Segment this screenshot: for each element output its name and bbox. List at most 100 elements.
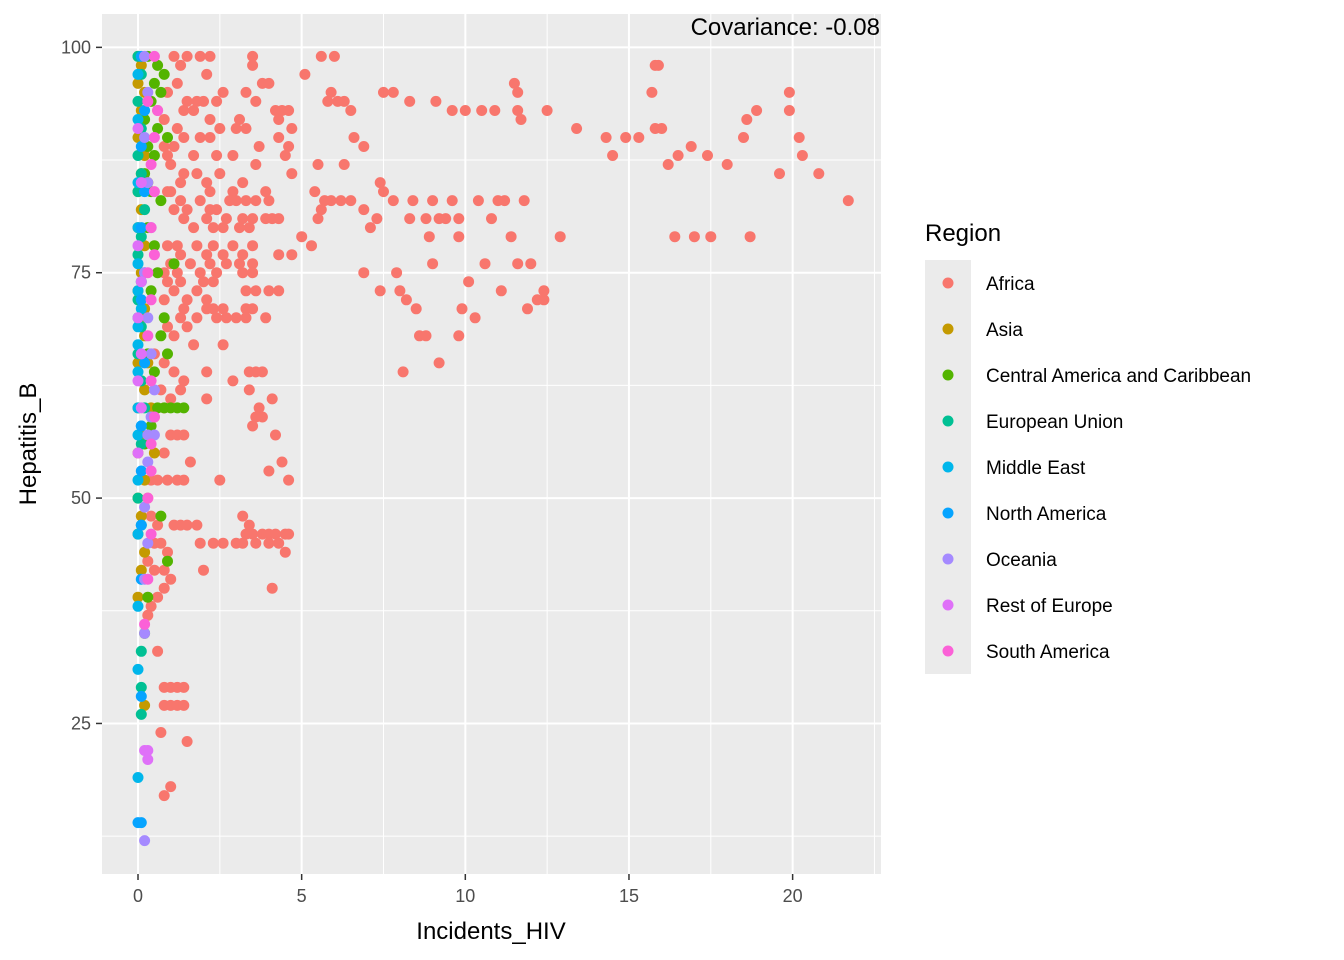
data-point	[168, 366, 180, 378]
data-point	[145, 159, 157, 170]
data-point	[132, 375, 144, 387]
data-point	[142, 330, 154, 342]
data-point	[132, 447, 144, 459]
data-point	[283, 141, 295, 152]
data-point	[132, 366, 144, 378]
data-point	[774, 168, 785, 180]
y-tick-label: 50	[71, 488, 91, 508]
data-point	[132, 258, 144, 270]
data-point	[489, 105, 501, 116]
data-point	[152, 267, 164, 279]
data-point	[247, 258, 259, 270]
data-point	[135, 681, 147, 693]
data-point	[237, 213, 249, 225]
data-point	[446, 195, 458, 207]
data-point	[145, 510, 157, 522]
legend-key	[942, 461, 954, 473]
data-point	[139, 384, 151, 396]
data-point	[142, 555, 154, 567]
data-point	[148, 186, 160, 198]
data-point	[135, 177, 147, 189]
data-point	[191, 240, 203, 252]
x-axis-ticks: 0 5 10 15 20	[133, 874, 803, 906]
data-point	[211, 312, 223, 324]
data-point	[237, 267, 249, 279]
data-point	[132, 321, 144, 333]
data-point	[247, 303, 259, 315]
data-point	[132, 77, 144, 89]
data-point	[148, 77, 160, 89]
data-point	[155, 330, 167, 342]
legend-label: Oceania	[986, 550, 1057, 571]
legend-label: Central America and Caribbean	[986, 366, 1251, 387]
data-point	[158, 312, 170, 324]
data-point	[486, 213, 497, 225]
data-point	[371, 213, 383, 225]
series-rest-of-europe	[132, 123, 154, 765]
data-point	[345, 195, 357, 207]
data-point	[171, 240, 183, 252]
data-point	[139, 186, 151, 198]
data-point	[139, 105, 151, 116]
data-point	[220, 312, 232, 324]
data-point	[387, 86, 399, 98]
data-point	[227, 240, 239, 252]
data-point	[139, 835, 151, 847]
data-point	[525, 258, 537, 270]
data-point	[518, 195, 530, 207]
data-point	[656, 123, 668, 134]
data-point	[721, 159, 733, 170]
data-point	[256, 366, 268, 378]
data-point	[139, 501, 151, 513]
data-point	[240, 86, 252, 98]
data-point	[263, 77, 275, 89]
legend-key	[942, 599, 954, 611]
data-point	[263, 285, 275, 297]
data-point	[152, 474, 164, 486]
data-point	[322, 95, 334, 107]
data-point	[139, 204, 151, 216]
data-point	[148, 249, 160, 261]
data-point	[247, 213, 259, 225]
data-point	[201, 68, 213, 80]
data-point	[181, 95, 193, 107]
data-point	[168, 204, 180, 216]
data-point	[204, 258, 216, 270]
legend-key	[942, 507, 954, 519]
data-point	[135, 564, 147, 576]
data-point	[132, 772, 144, 783]
data-point	[512, 258, 524, 270]
legend: Region Africa Asia Central America and Car…	[925, 220, 1251, 674]
data-point	[135, 222, 147, 234]
data-point	[175, 177, 187, 189]
data-point	[158, 68, 170, 80]
data-point	[783, 86, 795, 98]
legend-key	[942, 415, 954, 427]
data-point	[345, 105, 357, 116]
data-point	[250, 159, 262, 170]
data-point	[178, 132, 190, 143]
data-point	[188, 105, 200, 116]
data-point	[132, 114, 144, 125]
data-point	[207, 222, 219, 234]
data-point	[273, 132, 285, 143]
data-point	[194, 537, 206, 549]
data-point	[204, 132, 216, 143]
data-point	[139, 357, 151, 369]
data-point	[198, 564, 209, 576]
data-point	[315, 204, 327, 216]
data-point	[148, 132, 160, 143]
data-point	[495, 285, 507, 297]
data-point	[842, 195, 854, 207]
data-point	[571, 123, 583, 134]
data-point	[440, 213, 452, 225]
data-point	[378, 86, 389, 98]
data-point	[152, 123, 164, 134]
data-point	[204, 186, 216, 198]
data-point	[162, 474, 173, 486]
data-point	[168, 50, 180, 62]
data-point	[132, 123, 144, 134]
data-point	[227, 186, 239, 198]
data-point	[142, 492, 154, 504]
